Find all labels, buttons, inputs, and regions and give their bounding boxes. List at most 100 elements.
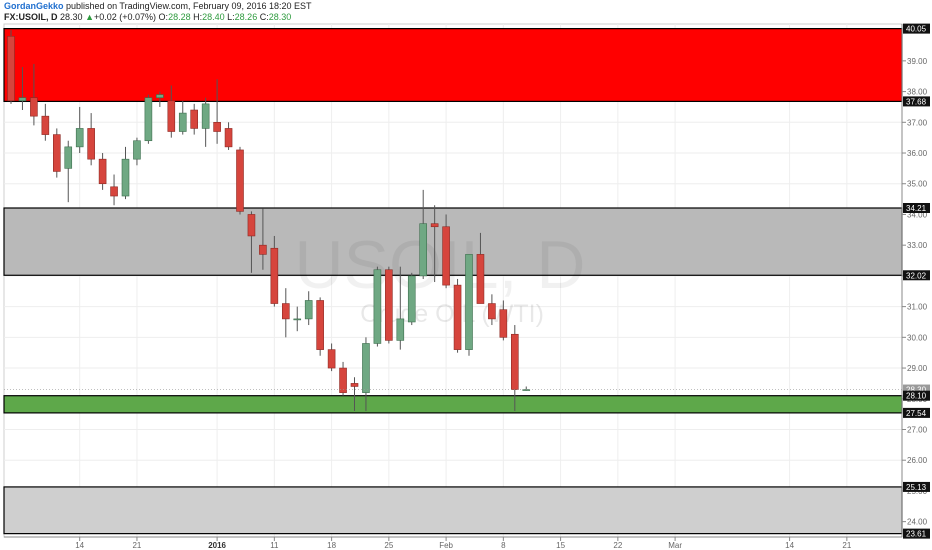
time-tick-label: Feb <box>439 541 453 550</box>
candle-body <box>293 318 302 321</box>
price-label-text: 32.02 <box>906 271 927 280</box>
price-tick-label: 34.00 <box>907 210 928 219</box>
price-tick-label: 39.00 <box>907 57 928 66</box>
price-label-box <box>903 203 930 214</box>
zones-layer <box>3 28 903 535</box>
watermark-symbol: USOIL, D <box>295 227 586 303</box>
change-value: +0.02 (+0.07%) <box>93 12 157 22</box>
price-tick-label: 30.00 <box>907 333 928 342</box>
candle-body <box>419 223 428 277</box>
candle-body <box>362 343 370 393</box>
candle-body <box>396 318 405 341</box>
candle-body <box>350 383 359 387</box>
time-tick-label: 18 <box>327 541 336 550</box>
candle-body <box>339 367 347 393</box>
close-label: C: <box>259 12 269 22</box>
candle-body <box>156 94 164 99</box>
candles-layer <box>4 30 902 412</box>
price-label-box <box>903 390 930 401</box>
candle-body <box>304 300 313 320</box>
price-label-text: 28.10 <box>906 392 927 401</box>
price-label-box <box>903 384 930 395</box>
zone-rect <box>3 28 903 103</box>
price-label-text: 25.13 <box>906 483 927 492</box>
price-tick-label: 29.00 <box>907 364 928 373</box>
candle-body <box>178 112 187 132</box>
time-tick-label: 21 <box>842 541 851 550</box>
low-label: L: <box>227 12 235 22</box>
low-value: 28.26 <box>234 12 258 22</box>
candle-body <box>201 103 210 129</box>
close-value: 28.30 <box>268 12 292 22</box>
price-tick-label: 27.00 <box>907 425 928 434</box>
price-tick-label: 36.00 <box>907 149 928 158</box>
watermark: USOIL, D Crude OIL (WTI) <box>295 227 586 328</box>
candle-body <box>499 309 508 338</box>
time-tick-label: 25 <box>384 541 393 550</box>
candle-body <box>133 140 141 160</box>
candle-body <box>385 269 393 341</box>
time-tick-label: 8 <box>501 541 506 550</box>
time-tick-label: 21 <box>132 541 141 550</box>
time-axis[interactable]: 14 21 2016 11 18 25 Feb 8 15 22 Mar 14 21 <box>4 536 902 550</box>
candle-body <box>110 186 118 197</box>
open-value: 28.28 <box>168 12 191 22</box>
price-label-box <box>903 96 930 107</box>
price-label-box <box>903 407 930 418</box>
price-label-text: 23.61 <box>906 530 927 539</box>
candle-body <box>98 158 107 185</box>
price-axis[interactable]: 24.0025.0026.0027.0028.0029.0030.0031.00… <box>901 23 930 539</box>
change-arrow-icon: ▲ <box>85 12 94 22</box>
high-label: H: <box>193 12 203 22</box>
candle-body <box>453 284 462 350</box>
candle-body <box>407 275 416 323</box>
price-tick-label: 37.00 <box>907 118 928 127</box>
price-tick-label: 31.00 <box>907 303 928 312</box>
candle-body <box>121 158 130 197</box>
candle-body <box>167 100 176 132</box>
time-tick-label: 22 <box>613 541 622 550</box>
price-tick-label: 24.00 <box>907 518 928 527</box>
plot-area <box>3 23 903 538</box>
candle-body <box>7 35 15 102</box>
author-link[interactable]: GordanGekko <box>4 1 64 11</box>
last-price: 28.30 <box>60 12 83 22</box>
candle-body <box>224 128 233 148</box>
zone-rect <box>3 207 903 276</box>
candle-body <box>247 214 256 237</box>
candle-body <box>30 97 38 117</box>
time-tick-label: Mar <box>668 541 682 550</box>
candle-body <box>236 149 244 212</box>
candle-body <box>488 303 496 320</box>
time-tick-label: 15 <box>556 541 565 550</box>
candle-body <box>510 333 519 390</box>
high-value: 28.40 <box>202 12 225 22</box>
candle-body <box>327 349 336 369</box>
chart-header: GordanGekko published on TradingView.com… <box>0 0 932 24</box>
candle-body <box>52 134 61 172</box>
candle-body <box>442 226 450 286</box>
candle-body <box>64 146 73 169</box>
price-label-text: 34.21 <box>906 204 927 213</box>
candle-body <box>270 247 279 304</box>
candle-body <box>476 254 485 304</box>
price-label-text: 28.30 <box>906 386 927 395</box>
candle-body <box>144 97 153 142</box>
candle-body <box>87 128 95 160</box>
price-tick-label: 33.00 <box>907 241 928 250</box>
candle-body <box>18 97 27 102</box>
price-label-box <box>903 481 930 492</box>
symbol-label: FX:USOIL, D <box>4 12 58 22</box>
candle-body <box>190 109 198 129</box>
candle-body <box>75 128 84 148</box>
open-label: O: <box>158 12 169 22</box>
price-tick-label: 26.00 <box>907 456 928 465</box>
time-tick-label: 2016 <box>208 541 226 550</box>
candle-body <box>373 269 382 344</box>
candle-body <box>465 254 473 350</box>
candle-body <box>41 115 50 135</box>
price-label-text: 37.68 <box>906 97 927 106</box>
price-label-text: 40.05 <box>906 25 927 34</box>
zone-rect <box>3 486 903 535</box>
